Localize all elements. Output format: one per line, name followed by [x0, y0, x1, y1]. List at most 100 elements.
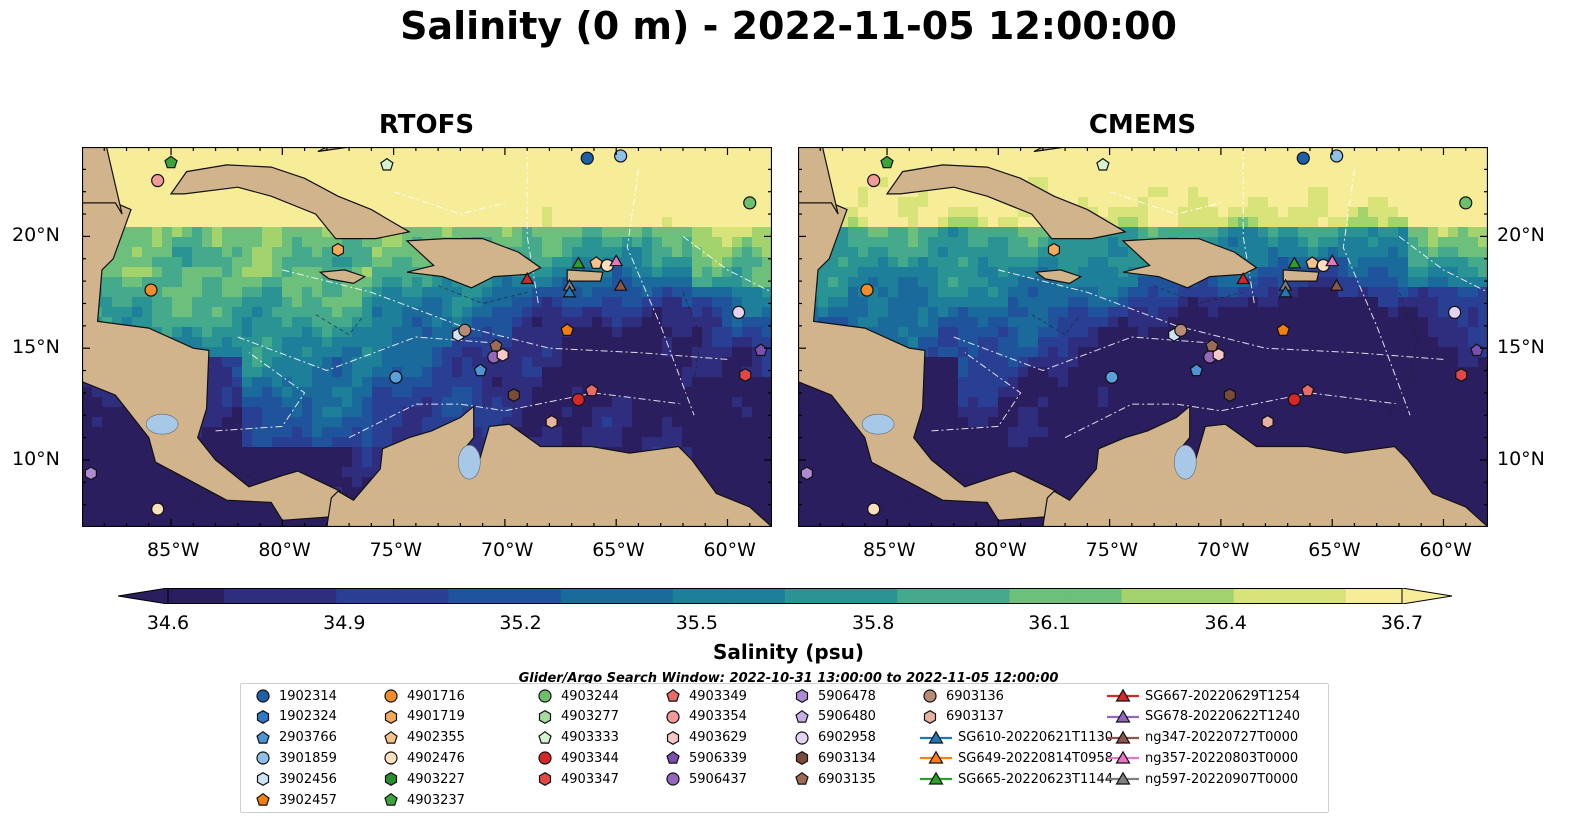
obs-6903137 — [1261, 414, 1274, 429]
obs-4903354 — [867, 173, 881, 188]
obs-5906480 — [800, 466, 813, 481]
obs-4901719 — [331, 242, 344, 257]
legend-label: 4903349 — [689, 688, 747, 704]
legend-pentagon-marker — [384, 730, 398, 744]
obs-4903347 — [1455, 368, 1468, 382]
legend-label: 5906480 — [818, 709, 876, 725]
obs-SG610-20220621T1130 — [562, 285, 577, 298]
search-window-text: Glider/Argo Search Window: 2022-10-31 13… — [518, 671, 1059, 683]
legend-marker — [795, 689, 809, 703]
legend-item: 6903135 — [792, 769, 876, 789]
lat-tick-label-left: 15°N — [12, 336, 60, 359]
legend-label: 3902457 — [279, 792, 337, 808]
map-panel-rtofs — [82, 147, 772, 527]
legend-triangle-marker — [1115, 730, 1131, 744]
legend-label: SG649-20220814T0958 — [958, 750, 1114, 766]
legend-marker — [920, 750, 952, 764]
legend-marker — [384, 730, 398, 744]
obs-4902476b — [867, 502, 881, 516]
legend-marker — [923, 689, 937, 703]
obs-1902324 — [389, 370, 403, 384]
obs-ng347-20220727T0000 — [613, 278, 628, 291]
legend-marker — [795, 709, 809, 723]
lake-nicaragua — [861, 413, 895, 435]
legend-label: 6903134 — [818, 750, 876, 766]
obs-4903349 — [1300, 383, 1315, 397]
legend-marker — [923, 709, 937, 724]
legend-circle-marker — [666, 772, 680, 786]
legend-triangle-marker — [928, 750, 944, 764]
land-centralAm — [798, 202, 1062, 521]
lon-tick-label: 80°W — [974, 539, 1027, 561]
colorbar-level — [841, 588, 898, 604]
colorbar-level — [168, 588, 225, 604]
legend-marker — [256, 792, 270, 806]
obs-4902355 — [1305, 256, 1319, 269]
obs-4903333 — [1096, 157, 1110, 171]
legend-marker — [666, 772, 680, 786]
salinity-colorbar — [118, 588, 1452, 604]
colorbar-level — [280, 588, 337, 604]
obs-6903137 — [545, 414, 558, 429]
legend-pentagon-marker — [795, 772, 809, 785]
eez-boundaries — [215, 147, 772, 439]
legend-hexagon-marker — [795, 689, 809, 703]
legend-pentagon-marker — [256, 730, 270, 744]
legend-item: 2903766 — [253, 728, 337, 748]
legend-triangle-marker — [928, 730, 944, 744]
panel-title-cmems: CMEMS — [1088, 110, 1197, 140]
lake-nicaragua — [145, 413, 179, 435]
legend-pentagon-marker — [538, 730, 552, 744]
legend-marker — [666, 751, 680, 765]
legend-item: 4903237 — [381, 790, 465, 810]
land-bahamas — [317, 147, 350, 153]
legend-pentagon-marker — [795, 709, 809, 723]
obs-4903237 — [164, 155, 178, 169]
legend-marker — [384, 751, 398, 765]
legend-label: 6902958 — [818, 730, 876, 746]
obs-4903344 — [1287, 392, 1301, 407]
land-southAm — [326, 405, 772, 527]
observation-markers — [84, 149, 768, 516]
legend-item: ng347-20220727T0000 — [1107, 728, 1298, 748]
legend-hexagon-marker — [256, 772, 270, 787]
legend-item: SG678-20220622T1240 — [1107, 707, 1300, 727]
colorbar-level — [1065, 588, 1123, 604]
map-ticks — [82, 147, 772, 527]
land-bahamas — [1033, 147, 1066, 153]
land-hispaniola — [1121, 237, 1258, 289]
obs-1902314 — [1296, 151, 1310, 165]
legend-circle-marker — [795, 730, 809, 745]
legend-label: 3901859 — [279, 750, 337, 766]
land-yucatan — [798, 147, 839, 215]
legend-item: SG665-20220623T1144 — [920, 769, 1113, 789]
obs-4903349 — [584, 383, 599, 397]
legend-label: SG610-20220621T1130 — [958, 730, 1114, 746]
legend-marker — [384, 772, 398, 787]
legend-marker — [920, 771, 952, 785]
lon-tick-label: 70°W — [1196, 539, 1250, 561]
legend-item: 6903137 — [920, 707, 1004, 727]
legend-item: SG649-20220814T0958 — [920, 748, 1113, 768]
legend-marker — [920, 730, 952, 744]
colorbar-level — [1289, 588, 1347, 604]
legend-marker — [538, 751, 552, 765]
colorbar-level — [1233, 588, 1291, 604]
legend-item: 5906437 — [663, 769, 747, 789]
obs-6903134 — [1223, 388, 1236, 403]
legend-circle-marker — [256, 689, 270, 703]
obs-SG667-20220629T1254 — [520, 272, 535, 285]
legend-marker — [1107, 771, 1139, 785]
legend-hexagon-marker — [538, 709, 552, 724]
legend-label: ng597-20220907T0000 — [1145, 771, 1299, 787]
lon-tick-label: 65°W — [1308, 539, 1361, 561]
obs-4901716 — [144, 283, 158, 297]
colorbar-level — [672, 588, 730, 604]
land-jamaica — [1034, 269, 1083, 285]
land-puertorico — [1282, 269, 1320, 282]
legend-marker — [384, 689, 398, 703]
obs-ng357-20220803T0000 — [1325, 254, 1340, 267]
legend-hexagon-marker — [795, 751, 809, 766]
legend-item: 4903344 — [535, 748, 619, 768]
obs-4903629 — [496, 347, 509, 362]
